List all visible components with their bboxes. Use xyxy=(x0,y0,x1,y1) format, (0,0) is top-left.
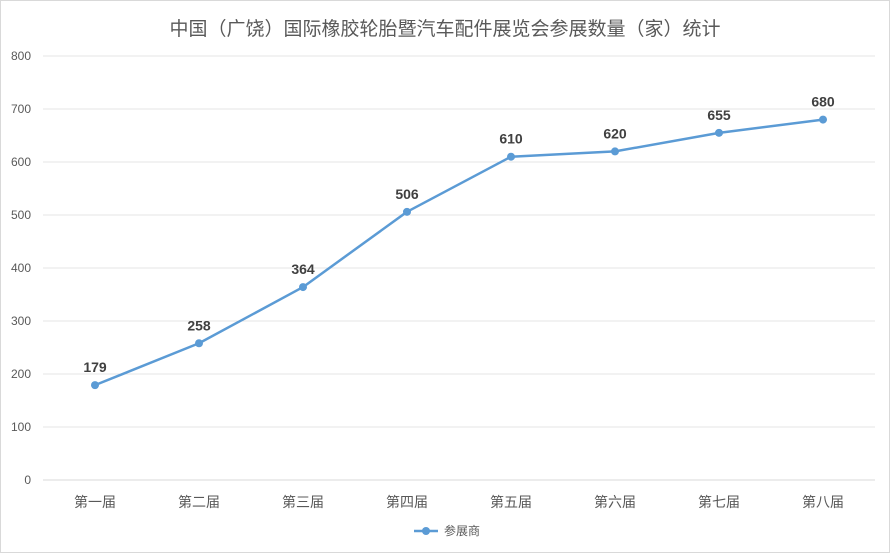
data-point xyxy=(403,207,411,216)
data-label: 655 xyxy=(707,107,731,123)
data-label: 680 xyxy=(811,94,835,110)
x-category-label: 第六届 xyxy=(594,494,636,511)
y-tick-label: 100 xyxy=(11,420,31,434)
data-label: 506 xyxy=(395,186,419,202)
data-point xyxy=(611,147,619,156)
x-category-label: 第八届 xyxy=(802,494,844,511)
y-tick-label: 600 xyxy=(11,155,31,169)
x-axis-categories: 第一届 第二届 第三届 第四届 第五届 第六届 第七届 第八届 xyxy=(74,494,844,511)
x-category-label: 第七届 xyxy=(698,494,740,511)
data-point xyxy=(299,283,307,292)
data-point xyxy=(507,152,515,161)
y-tick-label: 0 xyxy=(24,473,31,487)
y-axis-ticks: 0 100 200 300 400 500 600 700 800 xyxy=(11,49,31,487)
data-point xyxy=(195,339,203,348)
series-layer: 179 258 364 506 610 620 655 680 xyxy=(83,94,835,390)
y-tick-label: 200 xyxy=(11,367,31,381)
legend: 参展商 xyxy=(414,523,480,538)
series-line-0 xyxy=(94,118,824,387)
x-category-label: 第二届 xyxy=(178,494,220,511)
data-label: 364 xyxy=(291,261,315,277)
data-point xyxy=(91,381,99,390)
y-tick-label: 400 xyxy=(11,261,31,275)
x-category-label: 第四届 xyxy=(386,494,428,511)
x-category-label: 第一届 xyxy=(74,494,116,511)
x-category-label: 第五届 xyxy=(490,494,532,511)
gridlines xyxy=(43,55,875,481)
x-category-label: 第三届 xyxy=(282,494,324,511)
y-tick-label: 500 xyxy=(11,208,31,222)
y-tick-label: 800 xyxy=(11,49,31,63)
data-label: 610 xyxy=(499,131,523,147)
data-point xyxy=(819,115,827,124)
data-point xyxy=(715,128,723,137)
data-label: 258 xyxy=(187,317,211,333)
y-tick-label: 700 xyxy=(11,102,31,116)
chart-title: 中国（广饶）国际橡胶轮胎暨汽车配件展览会参展数量（家）统计 xyxy=(169,18,720,40)
legend-label: 参展商 xyxy=(444,523,480,538)
data-label: 620 xyxy=(603,125,627,141)
legend-marker xyxy=(422,527,430,535)
data-label: 179 xyxy=(83,359,107,375)
y-tick-label: 300 xyxy=(11,314,31,328)
